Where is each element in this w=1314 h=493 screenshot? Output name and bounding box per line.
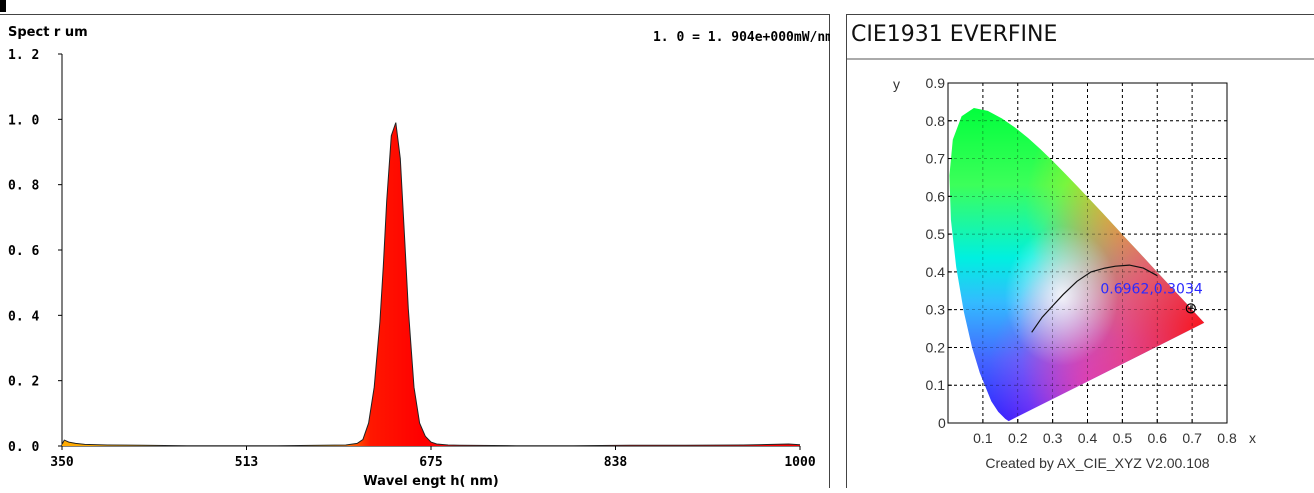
spectrum-line bbox=[61, 122, 801, 447]
x-tick-label: 675 bbox=[419, 455, 442, 470]
cie-y-tick-label: 0.7 bbox=[926, 151, 946, 167]
cie-x-tick-label: 0.2 bbox=[1008, 430, 1028, 446]
chromaticity-point bbox=[1185, 303, 1196, 314]
planckian-locus bbox=[1031, 264, 1158, 333]
y-tick-label: 0. 2 bbox=[8, 375, 39, 390]
cie-origin-label: 0 bbox=[938, 415, 946, 431]
cie-chart: CIE1931 EVERFINE 0.1 0.2 0.3 0.4 0.5 0.6 0.7 0.… bbox=[847, 22, 1314, 471]
cie-x-tick-label: 0.5 bbox=[1113, 430, 1133, 446]
cie-y-tick-label: 0.9 bbox=[926, 75, 946, 91]
cie-y-tick-label: 0.1 bbox=[926, 377, 946, 393]
y-tick-label: 0. 6 bbox=[8, 244, 39, 259]
cie-x-tick-label: 0.8 bbox=[1217, 430, 1237, 446]
y-tick-label: 0. 4 bbox=[8, 309, 39, 324]
cie-title: CIE1931 EVERFINE bbox=[851, 22, 1057, 47]
y-tick-label: 0. 8 bbox=[8, 179, 39, 194]
cie-y-tick-label: 0.4 bbox=[926, 264, 946, 280]
x-tick-label: 513 bbox=[235, 455, 258, 470]
spectrum-xlabel: Wavel engt h( nm) bbox=[363, 474, 499, 489]
x-tick-label: 838 bbox=[604, 455, 628, 470]
y-tick-label: 1. 2 bbox=[8, 48, 39, 63]
spectrum-ylabel: Spect r um bbox=[8, 25, 88, 40]
y-tick-label: 0. 0 bbox=[8, 440, 39, 455]
cie-ylabel: y bbox=[893, 76, 900, 92]
spectrum-panel: 0. 0 0. 2 0. 4 0. 6 0. 8 1. 0 1. 2 350 513 675 83… bbox=[0, 14, 833, 489]
cie-y-tick-label: 0.8 bbox=[926, 113, 946, 129]
cie-footer: Created by AX_CIE_XYZ V2.00.108 bbox=[985, 455, 1209, 471]
cie-x-tick-label: 0.6 bbox=[1148, 430, 1168, 446]
cie-x-tick-label: 0.3 bbox=[1043, 430, 1063, 446]
plot-area bbox=[62, 54, 800, 446]
cie-x-tick-label: 0.4 bbox=[1078, 430, 1098, 446]
cie-xlabel: x bbox=[1249, 430, 1256, 446]
cie-y-tick-label: 0.6 bbox=[926, 188, 946, 204]
cie-x-tick-label: 0.1 bbox=[973, 430, 993, 446]
spectrum-chart: 0. 0 0. 2 0. 4 0. 6 0. 8 1. 0 1. 2 350 513 675 83… bbox=[8, 25, 833, 489]
chromaticity-point-label: 0.6962,0.3034 bbox=[1100, 281, 1203, 297]
cie-y-tick-label: 0.3 bbox=[926, 302, 946, 318]
cie-y-tick-label: 0.5 bbox=[926, 226, 946, 242]
cie-x-tick-label: 0.7 bbox=[1182, 430, 1202, 446]
x-tick-label: 350 bbox=[50, 455, 74, 470]
x-tick-label: 1000 bbox=[784, 455, 815, 470]
cie-panel: CIE1931 EVERFINE 0.1 0.2 0.3 0.4 0.5 0.6 0.7 0.… bbox=[846, 14, 1314, 488]
y-tick-label: 1. 0 bbox=[8, 113, 39, 128]
normalization-label: 1. 0 = 1. 904e+000mW/nm bbox=[653, 30, 830, 45]
cie-y-tick-label: 0.2 bbox=[926, 339, 946, 355]
chromaticity-fill bbox=[949, 108, 1205, 422]
header-marker bbox=[0, 0, 6, 12]
